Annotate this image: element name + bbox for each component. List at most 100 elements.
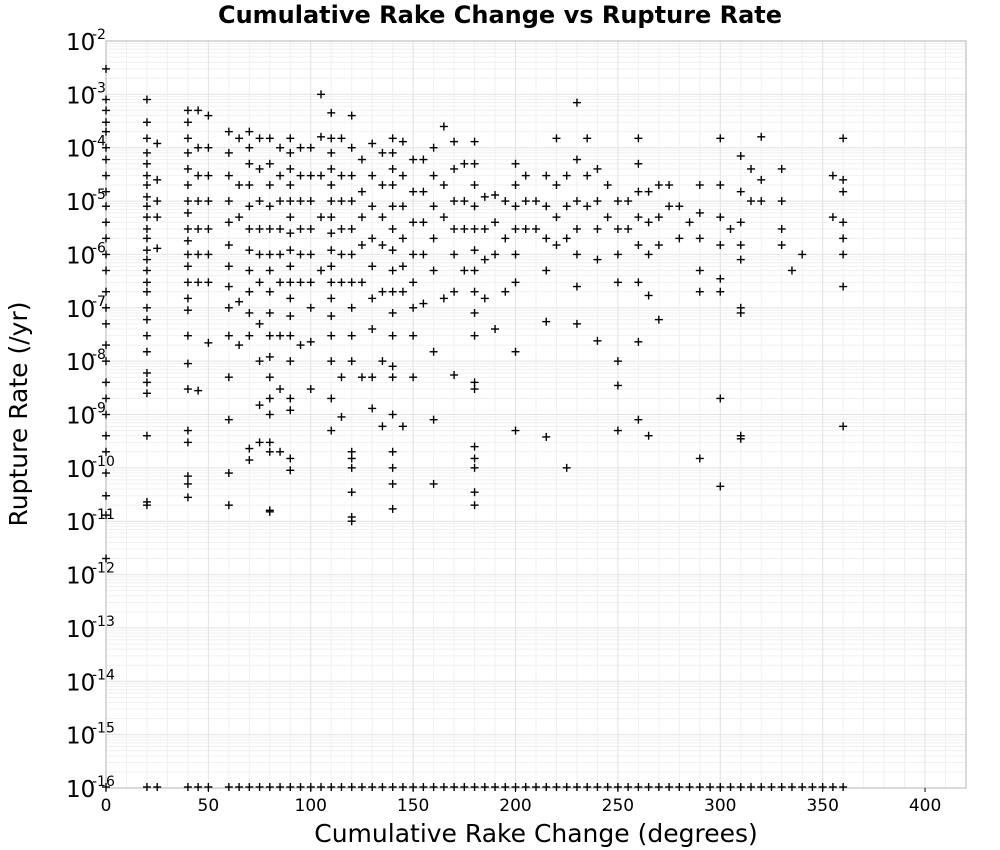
data-point [265,410,274,419]
data-point [562,171,571,180]
data-point [296,250,305,259]
data-point [378,241,387,250]
data-point [276,197,285,206]
data-point [593,783,602,791]
y-tick-base: 10 [66,404,95,430]
data-point [102,143,110,152]
data-point [327,229,336,238]
data-point [102,554,110,563]
data-point [552,181,561,190]
data-point [327,148,336,157]
data-point [777,241,786,250]
data-point [224,282,233,291]
data-point [470,202,479,211]
data-point [347,197,356,206]
data-point [470,159,479,168]
y-tick-base: 10 [66,297,95,323]
data-point [429,143,438,152]
data-point [194,171,203,180]
data-point [204,250,213,259]
data-point [245,308,254,317]
data-point [142,278,151,287]
data-point [542,432,551,441]
data-point [306,197,315,206]
data-point [286,229,295,238]
data-point [388,266,397,275]
data-point [102,447,110,456]
data-point [357,155,366,164]
y-tick-exponent: -5 [92,187,106,203]
data-point [224,331,233,340]
data-point [839,783,848,791]
data-point [276,171,285,180]
data-point [245,159,254,168]
data-point [572,250,581,259]
data-point [306,143,315,152]
data-point [470,181,479,190]
data-point [480,192,489,201]
data-point [183,208,192,217]
data-point [511,347,520,356]
data-point [470,463,479,472]
data-point [265,331,274,340]
data-point [142,118,151,127]
data-point [194,783,203,791]
y-tick-exponent: -12 [92,561,115,577]
data-point [142,303,151,312]
data-point [603,181,612,190]
data-point [511,224,520,233]
data-point [747,197,755,206]
y-tick-base: 10 [66,350,95,376]
data-point [542,317,551,326]
data-point [102,303,110,312]
data-point [583,783,592,791]
data-point [183,493,192,502]
data-point [306,278,315,287]
data-point [665,202,674,211]
y-axis-label: Rupture Rate (/yr) [4,302,33,527]
data-point [634,187,643,196]
data-point [634,159,643,168]
data-point [183,236,192,245]
data-point [552,241,561,250]
data-point [470,331,479,340]
y-tick-base: 10 [66,243,95,269]
data-point [460,266,469,275]
data-point [245,246,254,255]
data-point [296,341,305,350]
data-point [102,378,110,387]
data-point [224,171,233,180]
data-point [245,331,254,340]
data-point [613,426,622,435]
data-point [194,106,203,115]
data-point [634,213,643,222]
data-point [337,171,346,180]
data-point [337,224,346,233]
data-point [327,357,336,366]
data-point [142,287,151,296]
data-point [102,95,110,104]
data-point [296,197,305,206]
data-point [644,218,653,227]
data-point [276,224,285,233]
data-point [245,202,254,211]
data-point [839,218,848,227]
data-point [429,479,438,488]
data-point [695,208,704,217]
data-point [245,456,254,465]
data-point [429,783,438,791]
data-point [183,359,192,368]
data-point [327,197,336,206]
data-point [624,224,633,233]
data-point [388,504,397,513]
data-point [644,250,653,259]
data-point [593,197,602,206]
data-point [306,337,315,346]
data-point [296,143,305,152]
data-point [204,197,213,206]
data-point [194,250,203,259]
y-tick-exponent: -2 [92,27,106,43]
x-tick-label: 300 [704,796,736,816]
data-point [808,783,817,791]
x-tick-label: 150 [397,796,429,816]
